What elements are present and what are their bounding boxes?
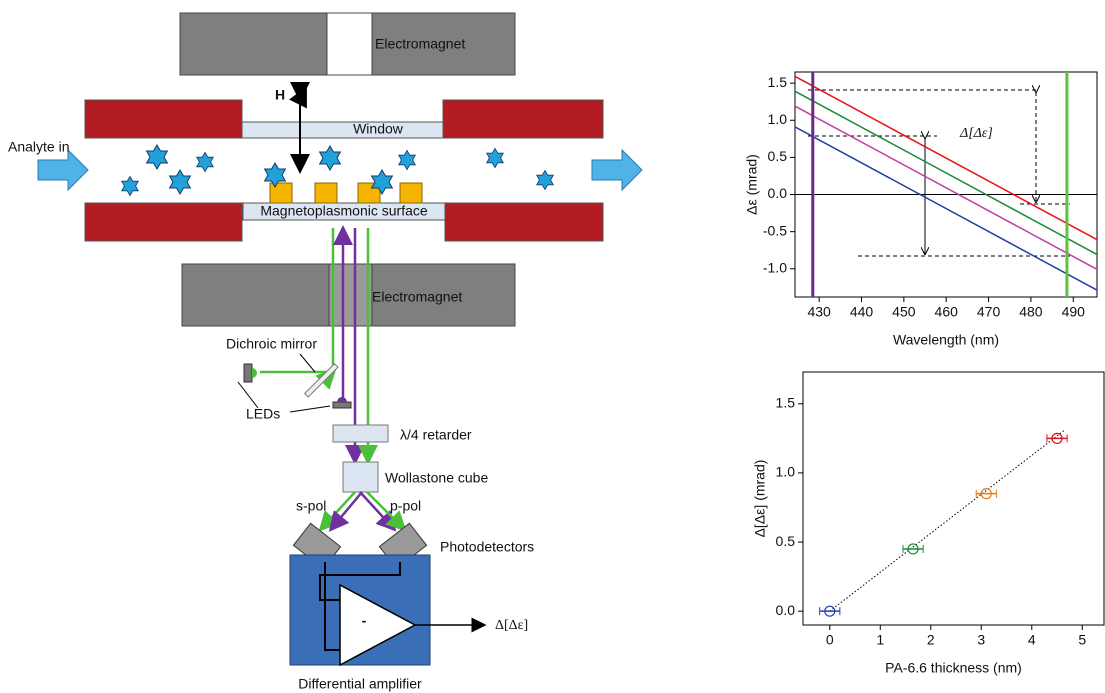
label: - <box>362 613 367 629</box>
analyte <box>399 150 416 169</box>
x-tick-label: 2 <box>927 632 935 648</box>
y-tick-label: -0.5 <box>763 222 787 238</box>
channel-wall <box>85 100 242 138</box>
page: Electromagnet Window Magnetoplasmonic su… <box>0 0 1105 693</box>
plot-area <box>794 72 1099 297</box>
y-tick-label: 1.5 <box>776 395 796 411</box>
magnet-gap <box>329 264 372 326</box>
flow-arrow <box>38 150 88 190</box>
beam <box>322 492 355 528</box>
x-tick-label: 1 <box>876 632 884 648</box>
label: Electromagnet <box>375 36 465 52</box>
label: λ/4 retarder <box>400 427 472 443</box>
x-tick-label: 5 <box>1078 632 1086 648</box>
led <box>244 364 252 382</box>
y-tick-label: 0.0 <box>768 185 788 201</box>
channel-wall <box>445 203 603 241</box>
y-tick-label: 0.5 <box>776 533 796 549</box>
analyte <box>320 146 341 170</box>
x-tick-label: 3 <box>977 632 985 648</box>
analyte <box>147 145 168 169</box>
series-line <box>794 76 1099 241</box>
label: Window <box>353 121 404 137</box>
led <box>333 402 351 408</box>
analyte <box>122 176 139 195</box>
x-tick-label: 4 <box>1028 632 1036 648</box>
x-axis-label: PA-6.6 thickness (nm) <box>885 660 1022 676</box>
beam <box>360 492 393 528</box>
plot-frame <box>803 372 1104 625</box>
cube <box>343 462 378 492</box>
channel-wall <box>443 100 603 138</box>
fit-line <box>830 430 1065 611</box>
dichroic-mirror <box>305 364 338 397</box>
x-axis-label: Wavelength (nm) <box>893 332 999 348</box>
x-tick-label: 430 <box>807 304 831 320</box>
beam <box>332 492 362 528</box>
label: Dichroic mirror <box>226 336 317 352</box>
annotation-text: Δ[Δε] <box>959 126 993 141</box>
analyte <box>487 148 504 167</box>
label: H <box>275 87 285 103</box>
led <box>252 368 257 378</box>
label: Wollastone cube <box>385 470 488 486</box>
label: s-pol <box>296 498 326 514</box>
label: p-pol <box>390 498 421 514</box>
y-tick-label: 0.0 <box>776 602 796 618</box>
label: Magnetoplasmonic surface <box>260 203 428 219</box>
retarder <box>333 425 388 442</box>
analyte <box>170 170 191 194</box>
label: Differential amplifier <box>298 676 422 692</box>
nanostructure <box>400 183 422 203</box>
leader <box>300 354 315 372</box>
figure: Electromagnet Window Magnetoplasmonic su… <box>0 0 1105 693</box>
analyte <box>537 170 554 189</box>
magnet-gap <box>327 13 372 75</box>
y-tick-label: 0.5 <box>768 148 788 164</box>
y-tick-label: 1.0 <box>768 111 788 127</box>
series-line <box>794 126 1099 291</box>
y-axis-label: Δ[Δε] (mrad) <box>752 460 768 538</box>
nanostructure <box>315 183 337 203</box>
x-tick-label: 480 <box>1019 304 1043 320</box>
annotation: Δ[Δε] <box>808 90 1070 256</box>
diagram: Electromagnet Window Magnetoplasmonic su… <box>8 13 642 692</box>
y-tick-label: 1.5 <box>768 74 788 90</box>
label: Δ[Δε] <box>495 618 528 633</box>
nanostructure <box>270 183 292 203</box>
leader <box>290 406 330 412</box>
leader <box>238 382 258 408</box>
x-tick-label: 470 <box>977 304 1001 320</box>
y-tick-label: 1.0 <box>776 464 796 480</box>
led <box>337 397 347 402</box>
plot-frame <box>795 72 1097 297</box>
analyte <box>197 152 214 171</box>
label: LEDs <box>246 406 280 422</box>
label: Electromagnet <box>372 289 462 305</box>
x-tick-label: 440 <box>850 304 874 320</box>
label: Analyte in <box>8 139 69 155</box>
series-line <box>794 105 1099 270</box>
y-axis-label: Δε (mrad) <box>744 154 760 215</box>
x-tick-label: 0 <box>826 632 834 648</box>
flow-arrow <box>592 150 642 190</box>
series-line <box>794 91 1099 256</box>
channel-wall <box>85 203 242 241</box>
x-tick-label: 490 <box>1062 304 1086 320</box>
field-arrow <box>300 88 306 100</box>
window <box>242 122 443 138</box>
x-tick-label: 450 <box>892 304 916 320</box>
y-tick-label: -1.0 <box>763 259 787 275</box>
label: Photodetectors <box>440 539 534 555</box>
x-tick-label: 460 <box>935 304 959 320</box>
